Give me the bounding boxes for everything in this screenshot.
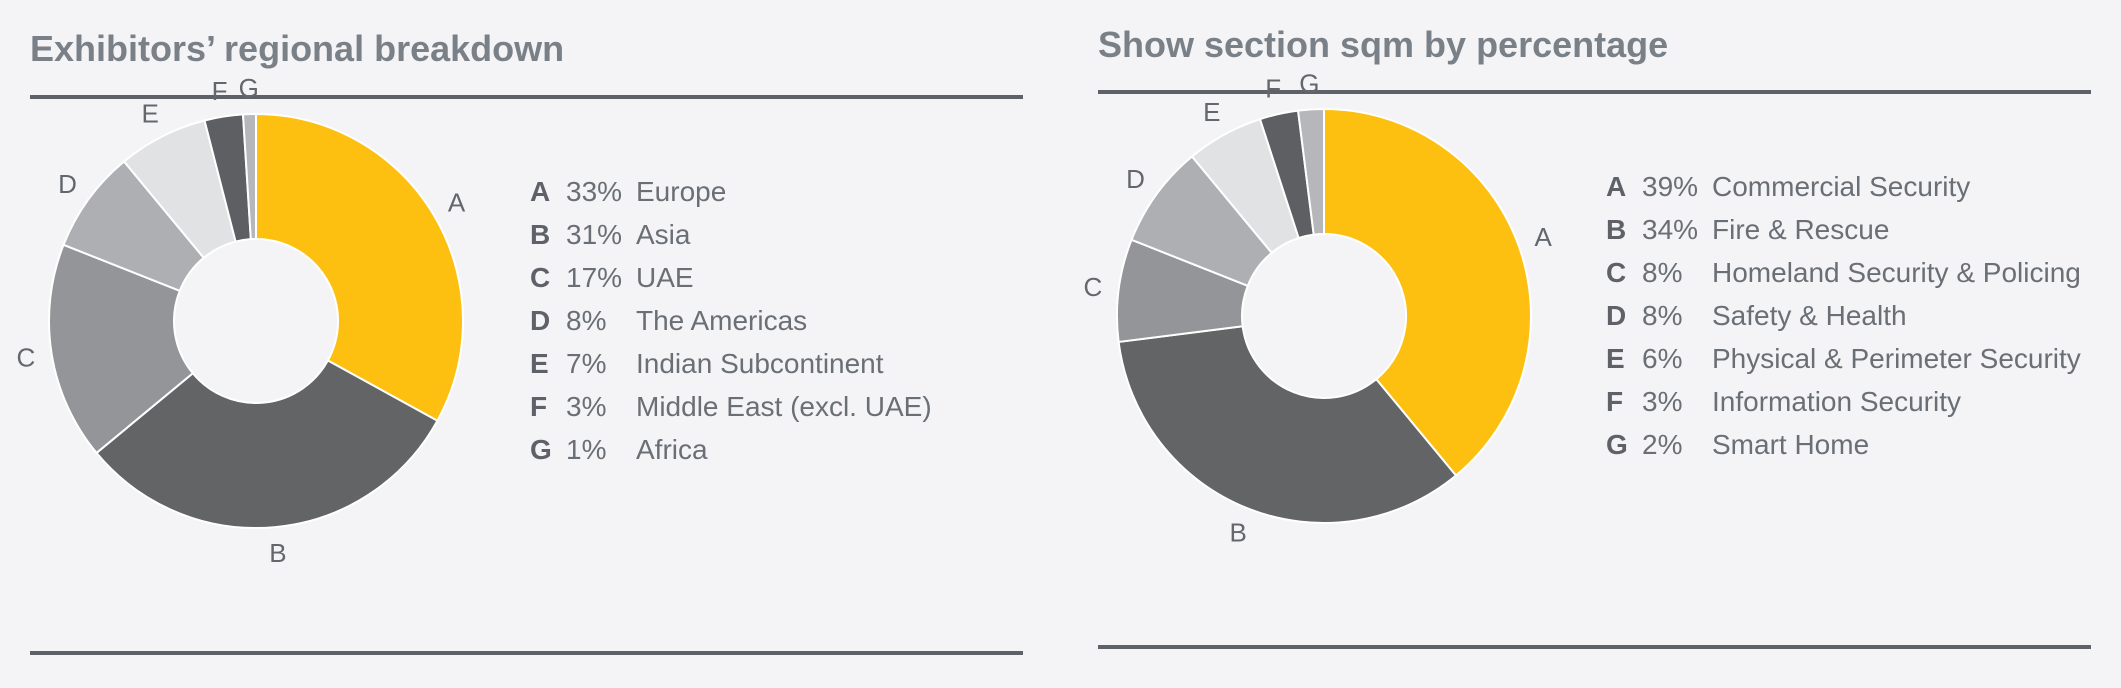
legend-key: E <box>1606 343 1625 374</box>
legend-key: D <box>530 305 551 336</box>
slice-label-f: F <box>1265 74 1281 104</box>
slice-label-b: B <box>1230 518 1247 548</box>
legend-item: A 39% Commercial Security <box>1606 165 2081 208</box>
legend-label: Europe <box>636 176 727 207</box>
show-section-legend: A 39% Commercial Security B 34% Fire & Rescue… <box>1606 165 2081 466</box>
legend-item: D 8% Safety & Health <box>1606 294 2081 337</box>
title-rule <box>1098 90 2091 94</box>
donut-slice-a <box>1323 107 1532 477</box>
legend-percent: 3% <box>1642 386 1683 417</box>
legend-label: Smart Home <box>1712 429 1870 460</box>
legend-percent: 33% <box>566 176 623 207</box>
legend-item: G 2% Smart Home <box>1606 423 2081 466</box>
legend-percent: 8% <box>1642 257 1683 288</box>
legend-label: Middle East (excl. UAE) <box>636 391 932 422</box>
slice-label-a: A <box>1535 222 1553 252</box>
bottom-rule <box>30 651 1023 655</box>
legend-label: Physical & Perimeter Security <box>1712 343 2081 374</box>
slice-label-g: G <box>239 73 259 103</box>
legend-percent: 8% <box>1642 300 1683 331</box>
legend-item: F 3% Middle East (excl. UAE) <box>530 385 932 428</box>
legend-item: G 1% Africa <box>530 428 932 471</box>
slice-label-c: C <box>16 342 35 372</box>
legend-label: UAE <box>636 262 694 293</box>
slice-label-e: E <box>142 98 159 128</box>
show-section-donut-chart: A B C D E F G <box>1083 68 1553 548</box>
slice-label-g: G <box>1299 68 1319 98</box>
legend-item: B 34% Fire & Rescue <box>1606 208 2081 251</box>
legend-item: D 8% The Americas <box>530 299 932 342</box>
legend-percent: 1% <box>566 434 607 465</box>
legend-label: Commercial Security <box>1712 171 1971 202</box>
regional-donut-chart: A B C D E F G <box>16 73 466 568</box>
legend-item: A 33% Europe <box>530 170 932 213</box>
legend-key: G <box>1606 429 1628 460</box>
legend-label: Information Security <box>1712 386 1961 417</box>
slice-label-c: C <box>1083 272 1102 302</box>
legend-item: F 3% Information Security <box>1606 380 2081 423</box>
donut-slice-g <box>1296 107 1325 236</box>
slice-label-e: E <box>1203 97 1220 127</box>
legend-item: E 7% Indian Subcontinent <box>530 342 932 385</box>
bottom-rule <box>1098 645 2091 649</box>
legend-percent: 2% <box>1642 429 1683 460</box>
legend-key: A <box>1606 171 1627 202</box>
legend-item: E 6% Physical & Perimeter Security <box>1606 337 2081 380</box>
legend-item: C 8% Homeland Security & Policing <box>1606 251 2081 294</box>
legend-key: E <box>530 348 549 379</box>
legend-key: C <box>530 262 551 293</box>
legend-key: B <box>1606 214 1627 245</box>
legend-key: D <box>1606 300 1627 331</box>
legend-percent: 3% <box>566 391 607 422</box>
legend-item: B 31% Asia <box>530 213 932 256</box>
regional-legend: A 33% Europe B 31% Asia C 17% UAE D 8% The Americas… <box>530 170 932 471</box>
legend-percent: 7% <box>566 348 607 379</box>
slice-label-d: D <box>58 169 77 199</box>
legend-key: C <box>1606 257 1627 288</box>
slice-label-b: B <box>269 538 286 568</box>
donut-slice-b <box>95 359 439 529</box>
slice-label-a: A <box>448 187 466 217</box>
legend-label: Fire & Rescue <box>1712 214 1890 245</box>
legend-label: Indian Subcontinent <box>636 348 884 379</box>
legend-label: Asia <box>636 219 691 250</box>
donut-slice-c <box>48 243 195 455</box>
donut-slice-a <box>255 112 464 423</box>
title-rule <box>30 95 1023 99</box>
legend-percent: 6% <box>1642 343 1683 374</box>
slice-label-f: F <box>212 76 228 106</box>
regional-breakdown-title: Exhibitors’ regional breakdown <box>30 28 565 69</box>
legend-percent: 8% <box>566 305 607 336</box>
donut-slice-g <box>241 112 257 241</box>
show-section-title: Show section sqm by percentage <box>1098 24 1669 65</box>
legend-label: Homeland Security & Policing <box>1712 257 2081 288</box>
legend-label: The Americas <box>636 305 808 336</box>
legend-key: G <box>530 434 552 465</box>
legend-percent: 34% <box>1642 214 1699 245</box>
legend-percent: 39% <box>1642 171 1699 202</box>
slice-label-d: D <box>1126 164 1145 194</box>
legend-percent: 17% <box>566 262 623 293</box>
legend-key: B <box>530 219 551 250</box>
donut-slice-b <box>1117 325 1458 524</box>
legend-label: Africa <box>636 434 708 465</box>
legend-key: F <box>530 391 548 422</box>
legend-key: A <box>530 176 551 207</box>
legend-percent: 31% <box>566 219 623 250</box>
legend-label: Safety & Health <box>1712 300 1907 331</box>
legend-key: F <box>1606 386 1624 417</box>
legend-item: C 17% UAE <box>530 256 932 299</box>
